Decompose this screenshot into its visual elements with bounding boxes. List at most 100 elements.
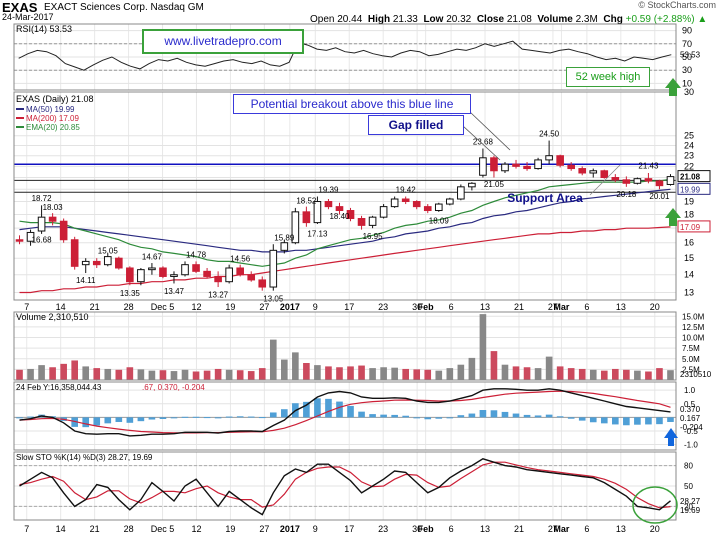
sto-tick-label: 80 <box>684 462 693 471</box>
macd-histogram-bar <box>634 417 641 425</box>
volume-bar <box>479 314 487 380</box>
macd-histogram-bar <box>126 417 134 423</box>
x-axis-label-bottom: 13 <box>616 524 626 534</box>
volume-bar <box>148 370 156 380</box>
macd-histogram-bar <box>225 416 233 418</box>
sto-panel-border <box>13 451 677 521</box>
volume-bar <box>556 366 564 380</box>
macd-histogram-bar <box>104 417 112 424</box>
x-axis-label-bottom: 7 <box>24 524 29 534</box>
price-tick-label: 16 <box>684 238 694 248</box>
price-tag-value: 21.08 <box>680 173 701 182</box>
macd-histogram-bar <box>115 417 123 422</box>
macd-histogram-bar <box>303 401 310 418</box>
volume-bar <box>93 368 101 380</box>
credit-text: © StockCharts.com <box>638 0 716 10</box>
candle-body <box>666 176 675 185</box>
gap-pointer-line <box>462 125 501 161</box>
candle-body <box>192 264 200 272</box>
volume-bar <box>656 368 663 380</box>
breakout-pointer-line <box>469 111 511 151</box>
volume-bar <box>523 367 531 380</box>
macd-histogram-bar <box>159 417 167 419</box>
candle-body <box>92 260 101 266</box>
sto-label: Slow STO %K(14) %D(3) 28.27, 19.69 <box>16 453 153 462</box>
breakout-note: Potential breakout above this blue line <box>233 94 471 114</box>
price-label: 18.09 <box>429 216 450 225</box>
x-axis-label-top: 17 <box>344 302 354 312</box>
x-axis-label-top: 14 <box>56 302 66 312</box>
price-tick-label: 15 <box>684 253 694 263</box>
x-axis-label-bottom: 21 <box>514 524 524 534</box>
candle-body <box>258 279 267 288</box>
x-axis-label-top: 27 <box>259 302 269 312</box>
x-axis-label-top: 19 <box>225 302 235 312</box>
volume-end-value: 2310510 <box>680 370 712 379</box>
macd-histogram-bar <box>380 414 387 418</box>
price-label: 20.18 <box>616 190 637 199</box>
candle-body <box>545 155 553 161</box>
volume-value: 2.3M <box>575 14 598 25</box>
macd-histogram-bar <box>623 417 630 426</box>
ticker-symbol: EXAS <box>2 0 38 15</box>
macd-histogram-bar <box>192 416 200 418</box>
volume-bar <box>578 368 586 380</box>
volume-bar <box>236 370 244 380</box>
ohlc-summary: Open 20.44 High 21.33 Low 20.32 Close 21… <box>310 14 707 25</box>
candle-body <box>357 218 366 226</box>
ma50-line <box>19 188 671 253</box>
candle-body <box>644 178 653 182</box>
volume-bar <box>38 365 45 380</box>
candle-body <box>170 274 178 277</box>
candle-body <box>26 231 35 242</box>
price-tick-label: 24 <box>684 141 694 151</box>
price-tag-value: 17.09 <box>680 223 701 232</box>
volume-bar <box>71 360 78 380</box>
x-axis-label-bottom: 21 <box>90 524 100 534</box>
price-label: 19.42 <box>396 185 417 194</box>
x-axis-label-bottom: 6 <box>449 524 454 534</box>
price-tick-label: 13 <box>684 288 694 298</box>
macd-histogram-bar <box>645 417 652 425</box>
volume-bar <box>269 339 277 380</box>
price-tag-box <box>677 182 711 195</box>
volume-bar <box>435 370 443 380</box>
price-label: 21.05 <box>484 180 505 189</box>
low-label: Low <box>423 14 444 25</box>
volume-bar <box>424 369 432 380</box>
macd-histogram-bar <box>534 415 542 418</box>
x-axis-label-bottom: 6 <box>584 524 589 534</box>
x-axis-label-bottom: Mar <box>553 524 570 534</box>
x-axis-label-bottom: 20 <box>650 524 660 534</box>
macd-histogram-bar <box>336 401 343 418</box>
rsi-end-value: 53.53 <box>680 51 701 60</box>
legend-entry: MA(50) 19.99 <box>26 105 75 114</box>
volume-bar <box>623 369 630 380</box>
price-label: 19.39 <box>318 186 339 195</box>
macd-histogram-bar <box>435 417 443 419</box>
legend-entry: EMA(20) 20.85 <box>26 123 80 132</box>
volume-label: Volume 2,310,510 <box>16 312 89 322</box>
price-label-title: EXAS (Daily) 21.08 <box>16 94 94 104</box>
candle-body <box>390 198 399 208</box>
macd-histogram-bar <box>71 417 78 427</box>
macd-histogram-bar <box>556 416 564 418</box>
sto-d-line <box>19 461 671 509</box>
candle-body <box>401 198 410 203</box>
candle-body <box>556 155 564 166</box>
macd-histogram-bar <box>424 417 432 420</box>
high-value: 21.33 <box>392 14 418 25</box>
support-area-note: Support Area <box>507 191 583 205</box>
rsi-tick-label: 90 <box>682 26 692 36</box>
macd-histogram-bar <box>391 414 398 418</box>
price-tick-label: 18 <box>684 209 694 219</box>
price-label: 15.05 <box>98 246 119 255</box>
volume-tick-label: 12.5M <box>682 323 705 332</box>
price-tick-label: 23 <box>684 151 694 161</box>
up-arrow-icon: ▲ <box>697 14 708 25</box>
legend-entry: MA(200) 17.09 <box>26 114 79 123</box>
green-up-arrow-icon-2 <box>665 208 681 226</box>
macd-histogram-bar <box>479 410 487 418</box>
volume-bar <box>225 369 233 380</box>
